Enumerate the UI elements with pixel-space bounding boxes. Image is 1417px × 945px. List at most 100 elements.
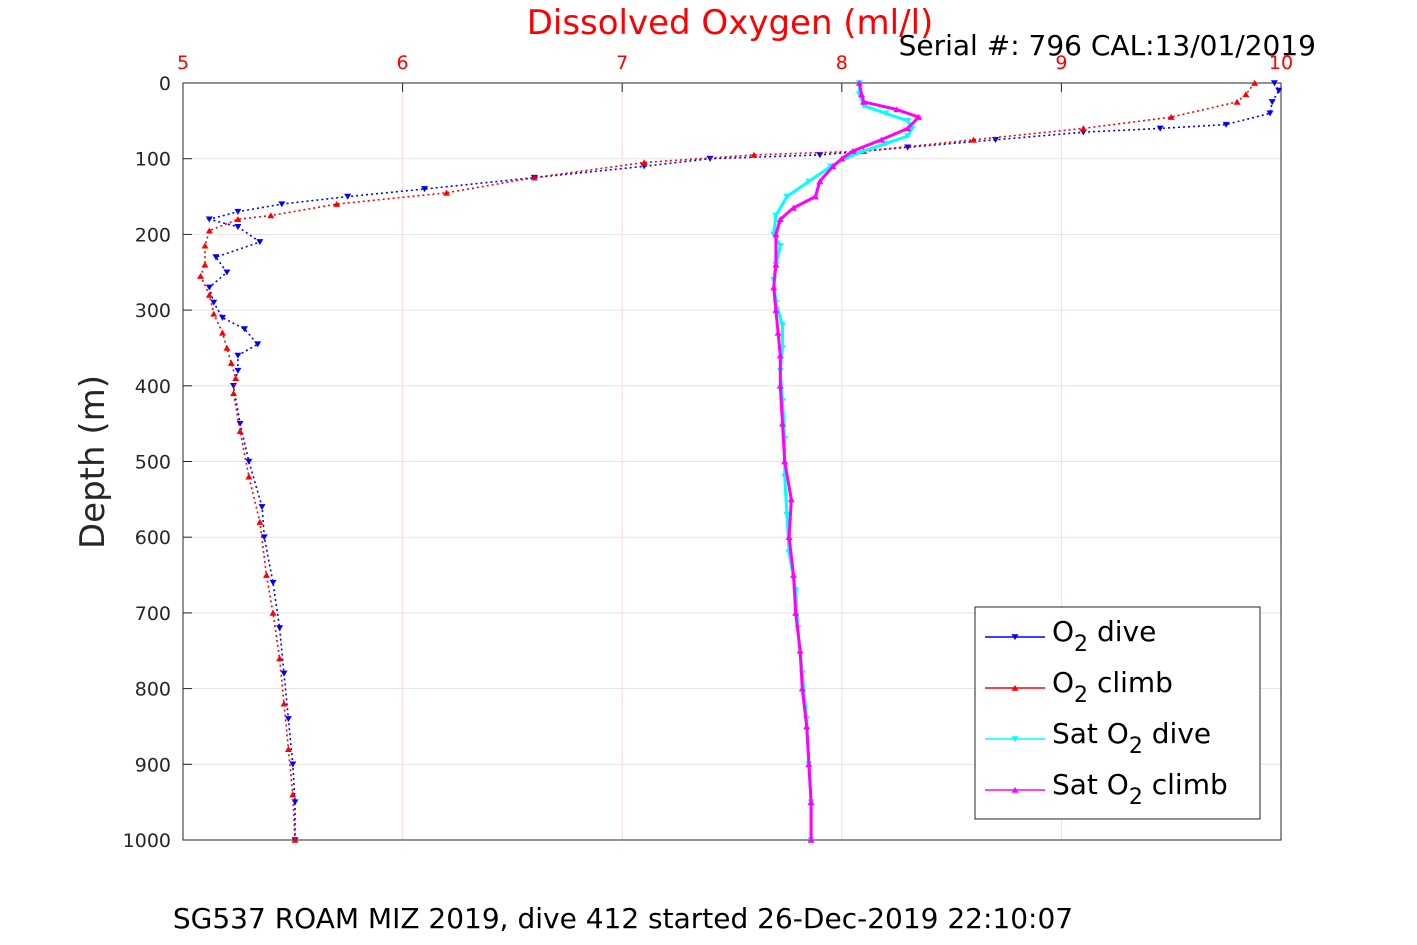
data-point (201, 242, 209, 249)
y-tick-label: 1000 (123, 830, 171, 852)
legend-swatch-marker (1011, 786, 1019, 793)
data-point (783, 511, 791, 518)
data-point (236, 428, 244, 435)
data-point (640, 159, 648, 166)
y-tick-label: 700 (135, 603, 171, 625)
legend-label-rest: dive (1143, 717, 1211, 750)
data-point (770, 284, 778, 291)
data-point (904, 125, 912, 132)
data-point (1156, 125, 1164, 132)
x-tick-label: 7 (616, 52, 628, 74)
x-tick-label: 8 (836, 52, 848, 74)
data-point (805, 761, 813, 768)
legend-label: O2 climb (1052, 666, 1173, 708)
data-point (772, 306, 780, 313)
data-point (284, 716, 292, 723)
y-tick-label: 600 (135, 527, 171, 549)
data-point (258, 504, 266, 511)
data-point (882, 110, 890, 117)
data-point (816, 178, 824, 185)
data-point (210, 310, 218, 317)
y-tick-label: 100 (135, 149, 171, 171)
data-point (855, 79, 863, 86)
legend-label-main: O (1052, 615, 1074, 648)
data-point (289, 761, 297, 768)
data-point (803, 723, 811, 730)
data-point (212, 254, 220, 261)
data-point (443, 189, 451, 196)
data-point (858, 91, 866, 98)
y-tick-label: 300 (135, 300, 171, 322)
data-point (811, 193, 819, 200)
y-axis-label: Depth (m) (73, 375, 113, 549)
data-point (807, 799, 815, 805)
data-point (1222, 121, 1230, 128)
chart-title: Dissolved Oxygen (ml/l) (527, 3, 934, 43)
data-point (234, 224, 242, 230)
series-0 (205, 80, 1283, 844)
data-point (772, 212, 780, 219)
data-point (772, 261, 780, 268)
data-point (230, 390, 238, 397)
data-point (234, 208, 242, 215)
data-point (276, 655, 284, 662)
data-point (776, 352, 784, 359)
y-tick-label: 800 (135, 679, 171, 701)
data-point (1233, 98, 1241, 105)
data-point (893, 106, 901, 113)
data-point (210, 299, 218, 306)
data-point (787, 496, 795, 503)
footer-caption: SG537 ROAM MIZ 2019, dive 412 started 26… (173, 902, 1073, 935)
data-point (234, 367, 242, 374)
legend-label-sub: 2 (1074, 683, 1088, 708)
legend-label: Sat O2 dive (1052, 717, 1211, 759)
legend-label-sub: 2 (1074, 632, 1088, 657)
data-point (269, 579, 277, 586)
data-point (904, 133, 912, 140)
y-tick-label: 200 (135, 224, 171, 246)
data-point (197, 272, 205, 279)
data-point (877, 136, 885, 143)
serial-label: Serial #: 796 CAL:13/01/2019 (899, 29, 1316, 62)
data-point (245, 458, 253, 465)
data-point (223, 269, 231, 276)
data-point (915, 113, 923, 120)
legend-label-rest: climb (1088, 666, 1173, 699)
y-tick-label: 0 (159, 73, 171, 95)
data-point (1242, 91, 1250, 98)
x-tick-label: 6 (397, 52, 409, 74)
data-point (234, 216, 242, 223)
data-point (779, 420, 787, 427)
data-point (344, 193, 352, 200)
data-point (776, 242, 784, 249)
data-point (1266, 110, 1274, 117)
data-point (785, 534, 793, 540)
y-tick-label: 900 (135, 754, 171, 776)
data-point (1270, 80, 1278, 87)
data-point (776, 216, 784, 223)
data-point (1079, 125, 1087, 132)
legend-label-sub: 2 (1129, 785, 1143, 810)
x-tick-label: 10 (1269, 52, 1293, 74)
data-point (201, 261, 209, 268)
data-point (849, 147, 857, 154)
data-point (779, 322, 787, 329)
data-point (992, 136, 1000, 143)
legend-label-main: Sat O (1052, 717, 1129, 750)
data-point (254, 341, 262, 348)
series-line (206, 82, 1280, 840)
legend-label-rest: climb (1143, 768, 1228, 801)
x-tick-label: 9 (1055, 52, 1067, 74)
data-point (280, 670, 288, 677)
data-point (205, 227, 213, 234)
legend-label-main: O (1052, 666, 1074, 699)
data-point (236, 420, 244, 427)
data-point (789, 571, 797, 578)
data-point (232, 375, 240, 382)
data-point (205, 284, 213, 291)
data-point (227, 359, 235, 366)
data-point (816, 152, 824, 159)
data-point (234, 352, 242, 359)
data-point (278, 201, 286, 208)
